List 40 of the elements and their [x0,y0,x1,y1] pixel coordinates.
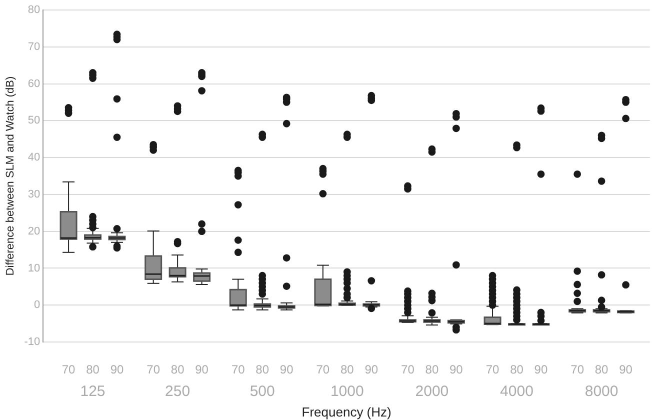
y-tick-label: 80 [28,4,40,16]
x-tick-label: 80 [425,362,439,376]
y-tick-label: 60 [28,78,40,90]
x-tick-label: 90 [364,362,378,376]
text: 2000 [415,383,449,400]
y-tick-label: 0 [34,299,40,312]
x-tick-label: 70 [231,362,246,376]
x-tick-label: 70 [401,362,415,376]
y-tick-label: -10 [24,336,40,348]
x-tick-label: 80 [170,362,185,376]
x-tick-label: 80 [86,362,100,376]
text: 250 [165,383,190,400]
text: 8000 [584,383,618,400]
text: 1000 [330,383,364,400]
x-tick-label: 70 [486,362,500,376]
x-tick-label: 80 [340,362,354,376]
y-tick-label: 50 [28,114,40,127]
y-tick-label: 30 [28,188,40,200]
x-tick-label: 70 [316,362,330,376]
y-tick-label: 40 [28,152,40,164]
x-tick-label: 90 [110,362,124,376]
x-tick-label: 90 [195,362,209,376]
text: 125 [80,383,106,400]
x-tick-label: 70 [62,362,76,376]
y-axis-title: Difference between SLM and Watch (dB) [4,76,17,276]
x-tick-label: 80 [594,362,609,376]
x-tick-label: 90 [534,362,548,376]
x-tick-label: 90 [450,362,464,376]
y-tick-label: 70 [28,40,40,53]
x-tick-label: 70 [570,362,584,376]
y-tick-label: 20 [28,225,40,238]
text: 4000 [500,383,534,400]
x-tick-label: 70 [146,362,160,376]
x-tick-label: 90 [619,362,633,376]
x-tick-label: 90 [280,362,294,376]
x-axis-title: Frequency (Hz) [302,404,392,420]
y-tick-label: 10 [28,262,40,274]
text: 500 [250,383,275,400]
x-tick-label: 80 [256,362,270,376]
x-tick-label: 80 [510,362,524,376]
